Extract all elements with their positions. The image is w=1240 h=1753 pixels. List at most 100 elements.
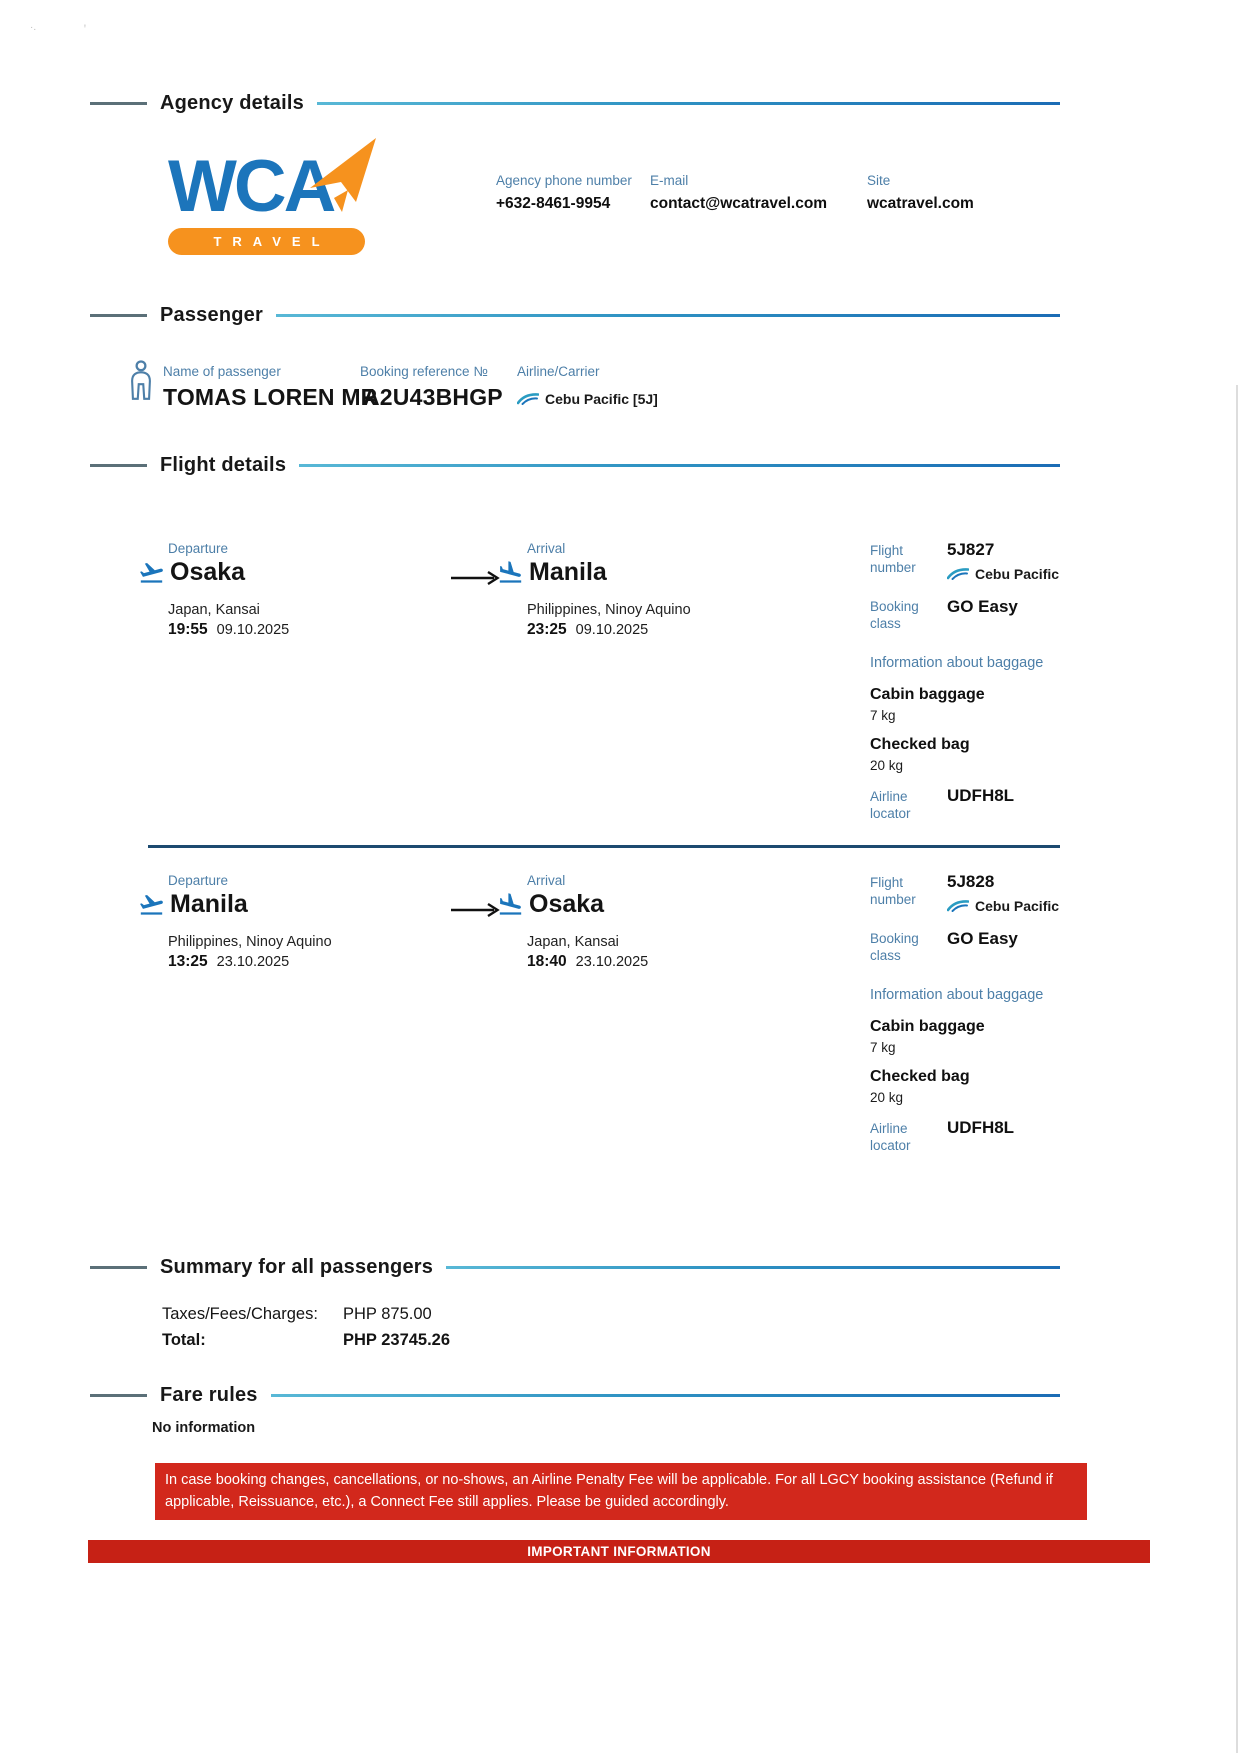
person-icon [131,360,151,400]
scan-edge-artifact [1236,385,1238,1753]
airline-locator-value: UDFH8L [947,1118,1015,1137]
agency-email-label: E-mail [650,173,689,188]
departure-date: 23.10.2025 [216,954,290,970]
section-header-passenger: Passenger [90,304,1060,327]
booking-ref-label: Booking reference № [360,364,488,379]
section-title-agency: Agency details [160,92,304,114]
section-title-flight-details: Flight details [160,454,287,476]
agency-phone-value: +632-8461-9954 [496,195,611,212]
carrier-label: Airline/Carrier [517,364,600,379]
departure-city-row: Manila [138,890,248,919]
section-dash [90,464,147,467]
section-rule [446,1266,1060,1269]
cabin-baggage-label: Cabin baggage [870,686,985,703]
section-title-fare-rules: Fare rules [160,1384,258,1406]
booking-class-label: Booking class [870,599,919,631]
airline-name: Cebu Pacific [975,898,1060,914]
section-rule [299,464,1060,467]
arrival-date: 23.10.2025 [575,954,649,970]
airline-name: Cebu Pacific [975,566,1060,582]
arrival-datetime: 18:40 23.10.2025 [527,953,648,971]
summary-total-row: Total: PHP 23745.26 [162,1331,450,1350]
flight-segment-2: Departure Manila Philippines, Ninoy Aqui… [0,872,1240,1162]
arrival-place: Philippines, Ninoy Aquino [527,602,691,618]
penalty-notice-banner: In case booking changes, cancellations, … [155,1463,1087,1520]
baggage-info-label: Information about baggage [870,987,1044,1003]
route-arrow-icon [451,570,500,586]
arrival-city: Manila [529,558,607,586]
airline-locator-label: Airline locator [870,1121,911,1153]
booking-class-label: Booking class [870,931,919,963]
flight-land-icon [499,561,522,583]
wca-logo-word: WCA [168,146,336,227]
departure-label: Departure [168,873,229,888]
section-header-fare-rules: Fare rules [90,1384,1060,1407]
arrival-time: 23:25 [527,621,567,638]
scan-speck: ꞌ [84,24,86,35]
section-header-summary: Summary for all passengers [90,1256,1060,1279]
departure-label: Departure [168,541,229,556]
airline-locator-value: UDFH8L [947,786,1015,805]
checked-bag-value: 20 kg [870,1090,904,1105]
flight-number-value: 5J827 [947,540,995,559]
flight-number-label: Flight number [870,875,916,907]
checked-bag-label: Checked bag [870,736,970,753]
arrival-label: Arrival [527,541,566,556]
checked-bag-value: 20 kg [870,758,904,773]
total-label: Total: [162,1331,206,1349]
cabin-baggage-value: 7 kg [870,1040,896,1055]
airline-logo-icon [947,900,969,912]
arrival-place: Japan, Kansai [527,934,619,950]
cabin-baggage-label: Cabin baggage [870,1018,985,1035]
carrier-value: Cebu Pacific [5J] [545,391,658,407]
arrival-city-row: Osaka [497,890,604,919]
agency-site-block: Site wcatravel.com [867,172,974,213]
booking-class-value: GO Easy [947,929,1018,948]
section-dash [90,314,147,317]
booking-class-value: GO Easy [947,597,1018,616]
route-arrow-icon [451,902,500,918]
arrival-datetime: 23:25 09.10.2025 [527,621,648,639]
airline-logo-icon [947,568,969,580]
checked-bag-label: Checked bag [870,1068,970,1085]
agency-phone-label: Agency phone number [496,173,632,188]
section-rule [316,102,1060,105]
flight-takeoff-icon [140,563,163,583]
logo-arrow-icon [310,138,376,212]
agency-site-label: Site [867,173,891,188]
departure-datetime: 19:55 09.10.2025 [168,621,289,639]
segment-divider [148,845,1060,848]
agency-email-value: contact@wcatravel.com [650,195,828,212]
baggage-info-label: Information about baggage [870,655,1044,671]
agency-phone-block: Agency phone number +632-8461-9954 [496,172,632,213]
wca-logo: WCA TRAVEL [168,138,376,255]
carrier-value-row: Cebu Pacific [5J] [517,391,658,407]
departure-time: 19:55 [168,621,208,638]
section-title-passenger: Passenger [160,304,263,326]
arrival-time: 18:40 [527,953,567,970]
section-rule [270,1394,1060,1397]
agency-site-value: wcatravel.com [867,195,974,212]
airline-row: Cebu Pacific [947,566,1059,582]
section-header-flight-details: Flight details [90,454,1060,477]
airline-row: Cebu Pacific [947,898,1059,914]
booking-ref-value: A2U43BHGP [363,384,503,410]
fare-rules-text: No information [152,1420,256,1436]
flight-number-value: 5J828 [947,872,995,891]
agency-email-block: E-mail contact@wcatravel.com [650,172,827,213]
departure-place: Philippines, Ninoy Aquino [168,934,332,950]
section-rule [275,314,1060,317]
arrival-city: Osaka [529,890,605,918]
arrival-city-row: Manila [497,558,607,587]
section-dash [90,1394,147,1397]
taxes-value: PHP 875.00 [343,1305,432,1323]
departure-time: 13:25 [168,953,208,970]
wca-logo-travel-pill: TRAVEL [168,228,365,255]
passenger-name-label: Name of passenger [163,364,281,379]
departure-place: Japan, Kansai [168,602,260,618]
departure-city: Manila [170,890,248,918]
important-information-bar: IMPORTANT INFORMATION [88,1540,1150,1563]
flight-takeoff-icon [140,895,163,915]
taxes-label: Taxes/Fees/Charges: [162,1305,318,1323]
